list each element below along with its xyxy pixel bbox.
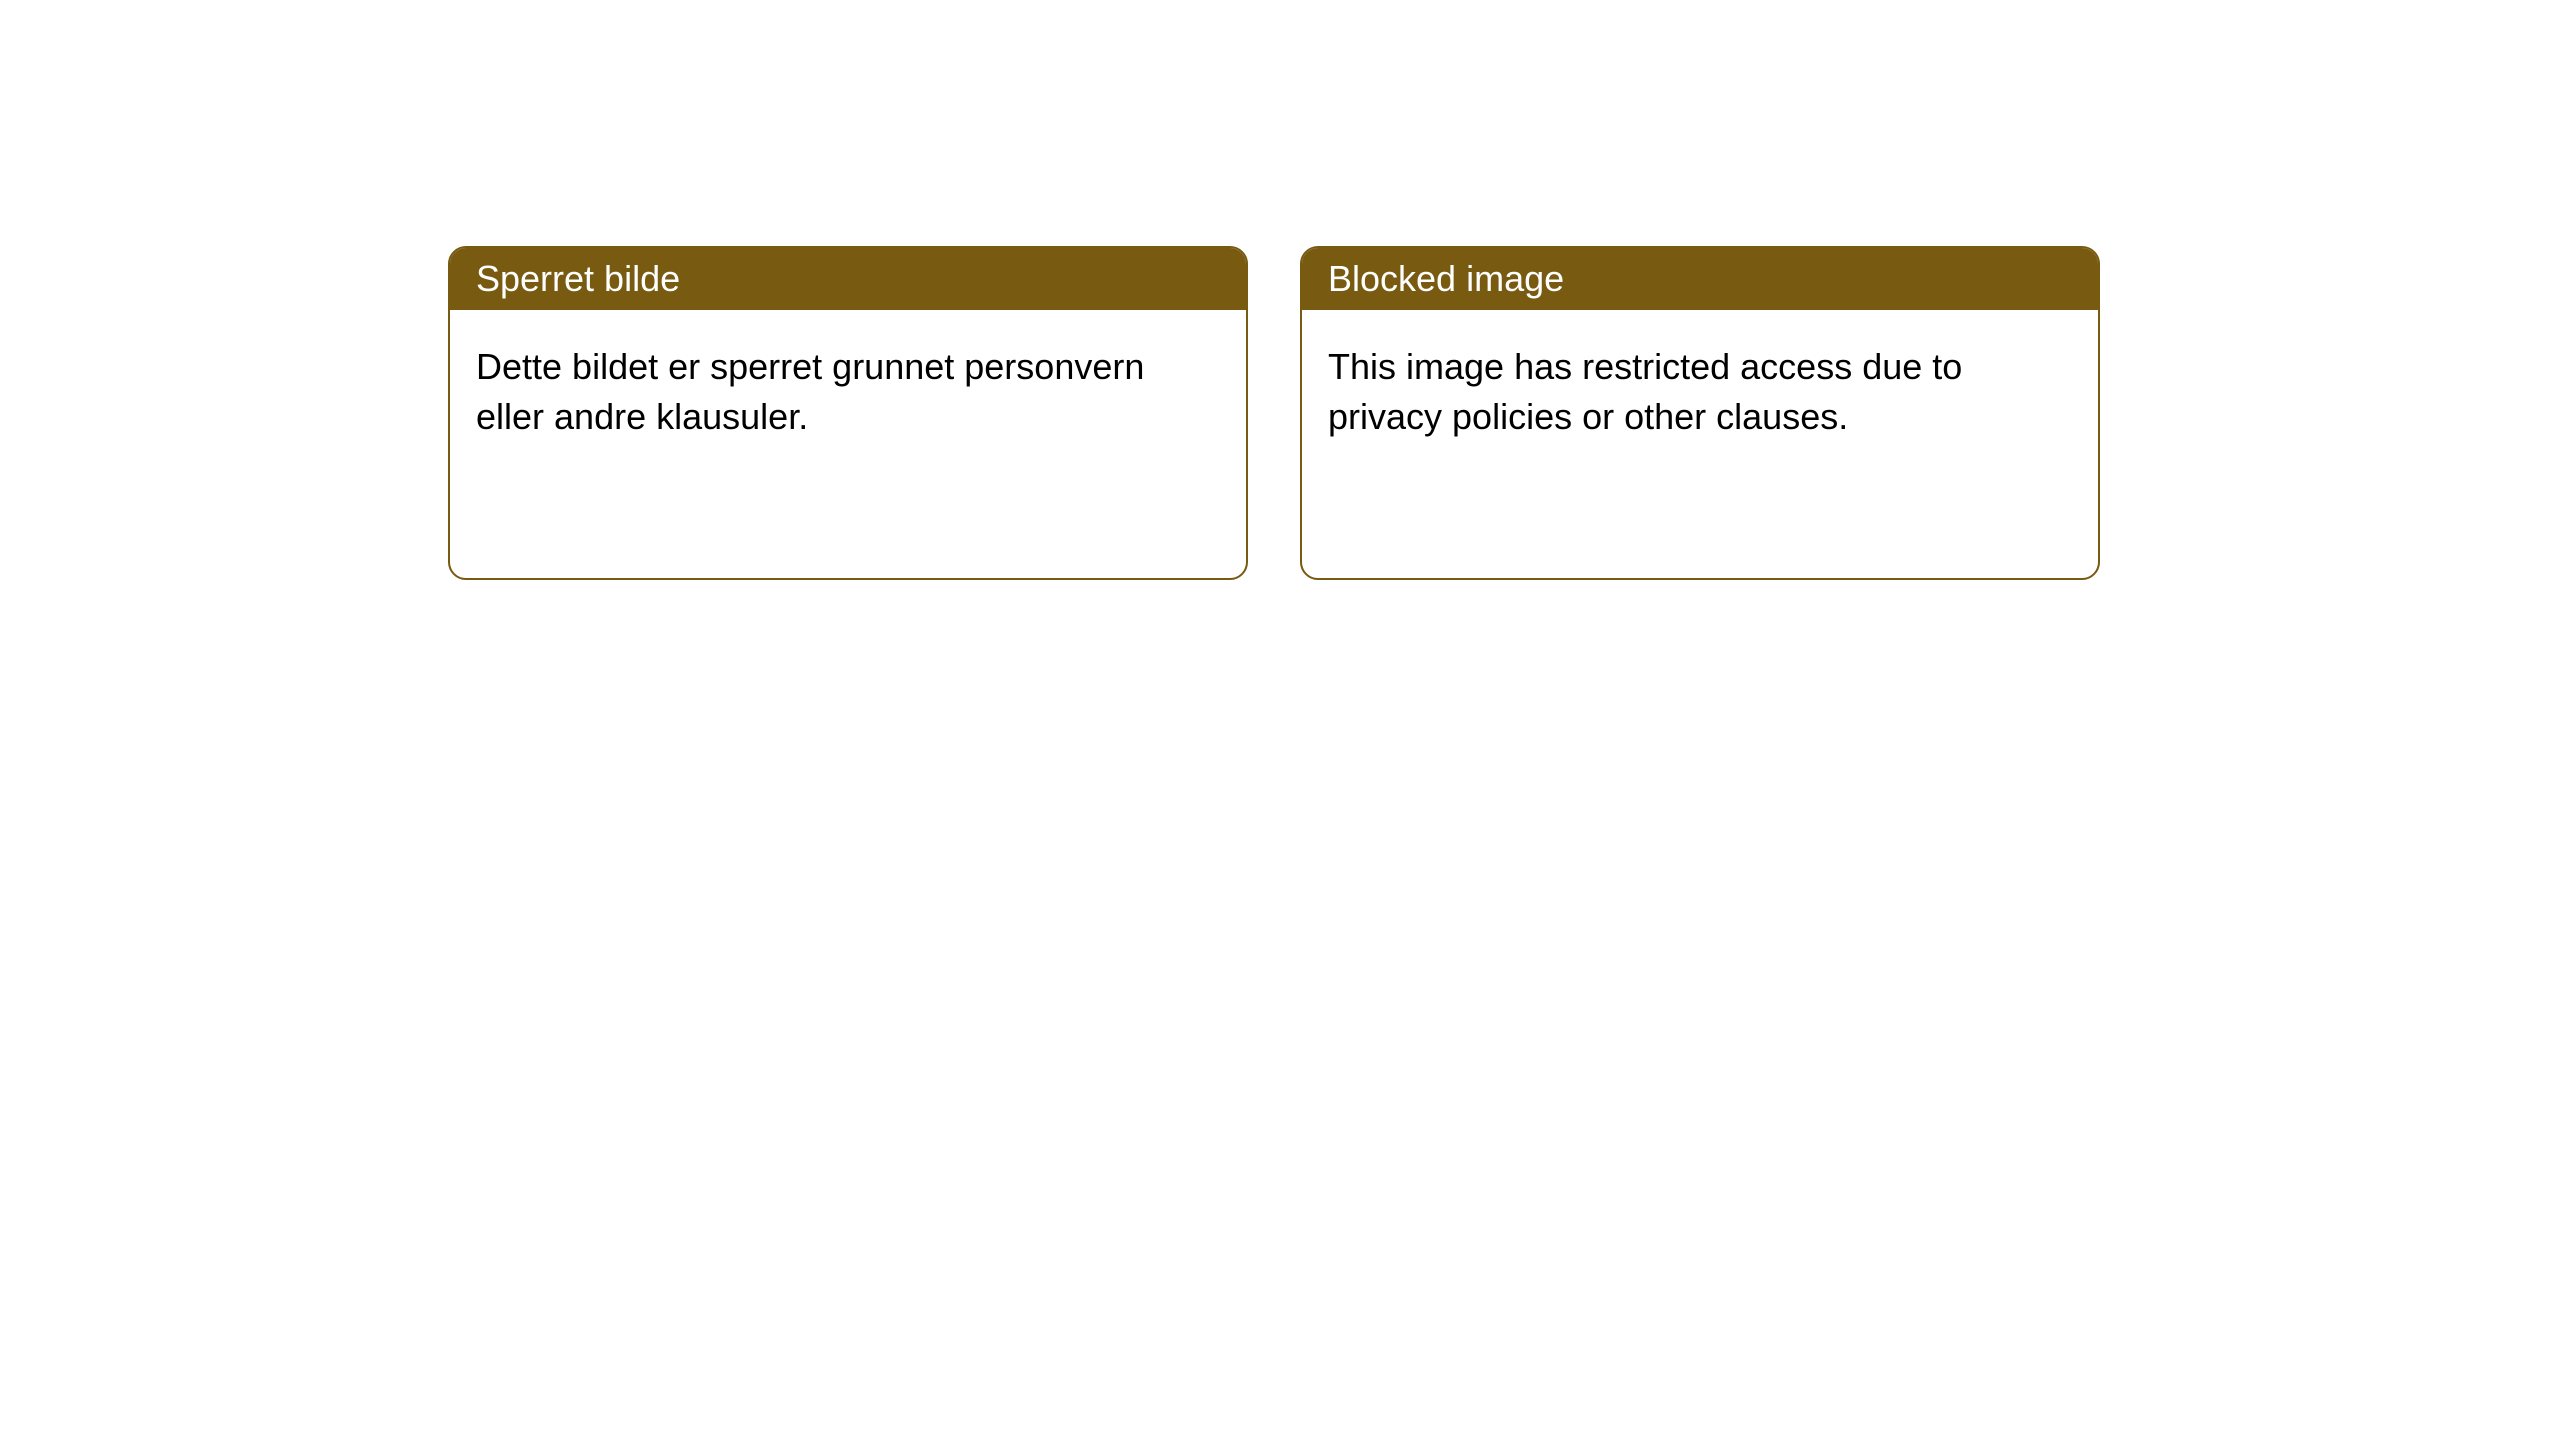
card-title: Sperret bilde: [476, 258, 680, 299]
notice-card-english: Blocked image This image has restricted …: [1300, 246, 2100, 580]
card-body: This image has restricted access due to …: [1302, 310, 2098, 475]
card-body: Dette bildet er sperret grunnet personve…: [450, 310, 1246, 475]
card-body-text: This image has restricted access due to …: [1328, 346, 1962, 437]
card-header: Sperret bilde: [450, 248, 1246, 310]
notice-card-norwegian: Sperret bilde Dette bildet er sperret gr…: [448, 246, 1248, 580]
notice-container: Sperret bilde Dette bildet er sperret gr…: [448, 246, 2100, 580]
card-body-text: Dette bildet er sperret grunnet personve…: [476, 346, 1144, 437]
card-header: Blocked image: [1302, 248, 2098, 310]
card-title: Blocked image: [1328, 258, 1564, 299]
